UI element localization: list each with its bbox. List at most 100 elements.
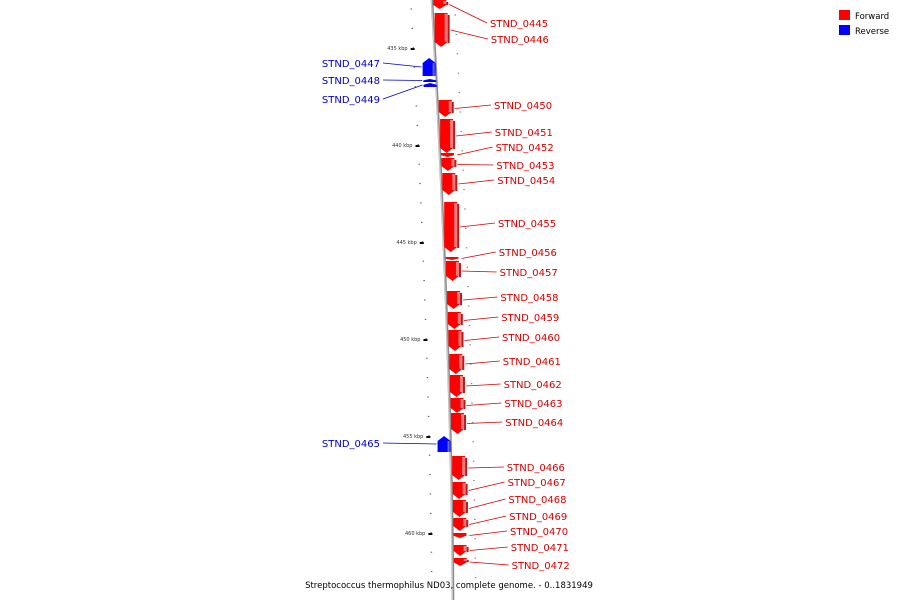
gene-arrow[interactable] bbox=[440, 153, 454, 157]
gene-leader-line bbox=[466, 402, 502, 406]
gene-stnd_0449[interactable] bbox=[423, 83, 437, 87]
gene-arrow[interactable] bbox=[449, 375, 463, 397]
gene-stnd_0446[interactable] bbox=[434, 13, 450, 47]
gene-label-stnd_0447[interactable]: STND_0447 bbox=[322, 59, 380, 70]
gene-arrow[interactable] bbox=[450, 398, 464, 413]
gene-arrow[interactable] bbox=[445, 257, 459, 260]
gene-stnd_0471[interactable] bbox=[453, 545, 469, 556]
gene-label-stnd_0470[interactable]: STND_0470 bbox=[510, 527, 568, 538]
gene-label-stnd_0472[interactable]: STND_0472 bbox=[512, 561, 570, 572]
gene-arrow[interactable] bbox=[453, 518, 467, 531]
gene-arrow[interactable] bbox=[452, 482, 466, 499]
gene-label-stnd_0468[interactable]: STND_0468 bbox=[508, 495, 566, 506]
gene-label-stnd_0451[interactable]: STND_0451 bbox=[495, 128, 553, 139]
gene-stnd_0463[interactable] bbox=[450, 398, 466, 413]
gene-leader-line bbox=[382, 442, 437, 445]
gene-label-stnd_0464[interactable]: STND_0464 bbox=[505, 418, 563, 429]
gene-label-stnd_0452[interactable]: STND_0452 bbox=[496, 143, 554, 154]
gene-label-stnd_0455[interactable]: STND_0455 bbox=[498, 219, 556, 230]
gene-arrow-shade bbox=[457, 292, 461, 304]
gene-stnd_0472[interactable] bbox=[453, 558, 469, 566]
gene-arrow[interactable] bbox=[447, 312, 461, 329]
gene-arrow[interactable] bbox=[434, 13, 448, 47]
gene-arrow-shade bbox=[462, 483, 466, 494]
gene-arrow[interactable] bbox=[438, 100, 452, 117]
gene-label-stnd_0467[interactable]: STND_0467 bbox=[508, 478, 566, 489]
gene-stnd_0464[interactable] bbox=[451, 413, 467, 434]
gene-label-stnd_0458[interactable]: STND_0458 bbox=[500, 293, 558, 304]
gene-stnd_0457[interactable] bbox=[445, 261, 461, 281]
gene-label-stnd_0446[interactable]: STND_0446 bbox=[491, 35, 549, 46]
gene-stnd_0462[interactable] bbox=[449, 375, 465, 397]
gene-stnd_0465[interactable] bbox=[437, 436, 451, 452]
gene-label-stnd_0459[interactable]: STND_0459 bbox=[501, 313, 559, 324]
gene-stnd_0453[interactable] bbox=[441, 158, 457, 171]
gene-label-stnd_0445[interactable]: STND_0445 bbox=[490, 19, 548, 30]
gene-stnd_0452[interactable] bbox=[440, 153, 454, 157]
ruler-tick-label: 450 kbp bbox=[400, 337, 420, 343]
gene-stnd_0459[interactable] bbox=[447, 312, 463, 329]
gene-arrow[interactable] bbox=[449, 354, 463, 374]
gene-arrow[interactable] bbox=[440, 119, 454, 153]
gene-label-stnd_0449[interactable]: STND_0449 bbox=[322, 95, 380, 106]
gene-stnd_0447[interactable] bbox=[422, 58, 436, 76]
gene-label-stnd_0466[interactable]: STND_0466 bbox=[507, 463, 565, 474]
gene-arrow[interactable] bbox=[441, 158, 455, 171]
gene-label-stnd_0454[interactable]: STND_0454 bbox=[497, 176, 555, 187]
gene-arrow[interactable] bbox=[442, 173, 456, 195]
gene-leader-line bbox=[457, 164, 494, 166]
gene-stnd_0455[interactable] bbox=[444, 202, 460, 252]
gene-arrow[interactable] bbox=[437, 436, 451, 452]
gene-arrow-shadow bbox=[464, 415, 467, 430]
gene-stnd_0456[interactable] bbox=[445, 257, 459, 260]
gene-stnd_0445[interactable] bbox=[433, 0, 449, 9]
gene-label-stnd_0469[interactable]: STND_0469 bbox=[509, 512, 567, 523]
gene-arrow[interactable] bbox=[433, 0, 447, 9]
gene-arrow[interactable] bbox=[422, 58, 436, 76]
gene-arrow[interactable] bbox=[453, 533, 467, 538]
gene-arrow[interactable] bbox=[447, 291, 461, 309]
gene-label-stnd_0450[interactable]: STND_0450 bbox=[494, 101, 552, 112]
gene-arrow-shadow bbox=[466, 560, 469, 562]
gene-arrow-shadow bbox=[446, 2, 449, 5]
gene-stnd_0458[interactable] bbox=[447, 291, 463, 309]
gene-arrow[interactable] bbox=[452, 500, 466, 517]
gene-label-stnd_0461[interactable]: STND_0461 bbox=[503, 357, 561, 368]
gene-stnd_0466[interactable] bbox=[452, 456, 468, 480]
gene-label-stnd_0448[interactable]: STND_0448 bbox=[322, 76, 380, 87]
gene-arrow-shade bbox=[447, 441, 450, 452]
gene-stnd_0460[interactable] bbox=[448, 330, 464, 351]
gene-label-stnd_0453[interactable]: STND_0453 bbox=[496, 161, 554, 172]
legend-forward-swatch bbox=[839, 10, 850, 20]
gene-label-stnd_0457[interactable]: STND_0457 bbox=[500, 268, 558, 279]
ruler-tick-label: 445 kbp bbox=[396, 240, 416, 246]
gene-arrow[interactable] bbox=[453, 545, 467, 556]
gene-label-stnd_0456[interactable]: STND_0456 bbox=[499, 248, 557, 259]
gene-arrow[interactable] bbox=[452, 456, 466, 480]
gene-label-stnd_0460[interactable]: STND_0460 bbox=[502, 333, 560, 344]
gene-arrow[interactable] bbox=[448, 330, 462, 351]
gene-leader-line bbox=[382, 79, 423, 81]
gene-arrow[interactable] bbox=[423, 83, 437, 87]
gene-stnd_0468[interactable] bbox=[452, 500, 468, 517]
gene-label-stnd_0462[interactable]: STND_0462 bbox=[504, 380, 562, 391]
gene-stnd_0451[interactable] bbox=[440, 119, 456, 153]
gene-label-stnd_0465[interactable]: STND_0465 bbox=[322, 439, 380, 450]
gene-leader-line bbox=[382, 84, 423, 100]
gene-stnd_0454[interactable] bbox=[442, 173, 458, 195]
gene-arrow[interactable] bbox=[451, 413, 465, 434]
gene-stnd_0470[interactable] bbox=[453, 533, 467, 538]
gene-stnd_0448[interactable] bbox=[423, 79, 437, 82]
gene-arrow[interactable] bbox=[423, 79, 437, 82]
gene-arrow[interactable] bbox=[453, 558, 467, 566]
gene-label-stnd_0463[interactable]: STND_0463 bbox=[504, 399, 562, 410]
gene-stnd_0461[interactable] bbox=[449, 354, 465, 374]
gene-stnd_0469[interactable] bbox=[453, 518, 469, 531]
gene-leader-line bbox=[468, 498, 506, 509]
gene-stnd_0450[interactable] bbox=[438, 100, 454, 117]
genome-caption: Streptococcus thermophilus ND03, complet… bbox=[305, 581, 593, 591]
gene-stnd_0467[interactable] bbox=[452, 482, 468, 499]
gene-arrow[interactable] bbox=[445, 261, 459, 281]
gene-arrow[interactable] bbox=[444, 202, 458, 252]
gene-label-stnd_0471[interactable]: STND_0471 bbox=[511, 543, 569, 554]
